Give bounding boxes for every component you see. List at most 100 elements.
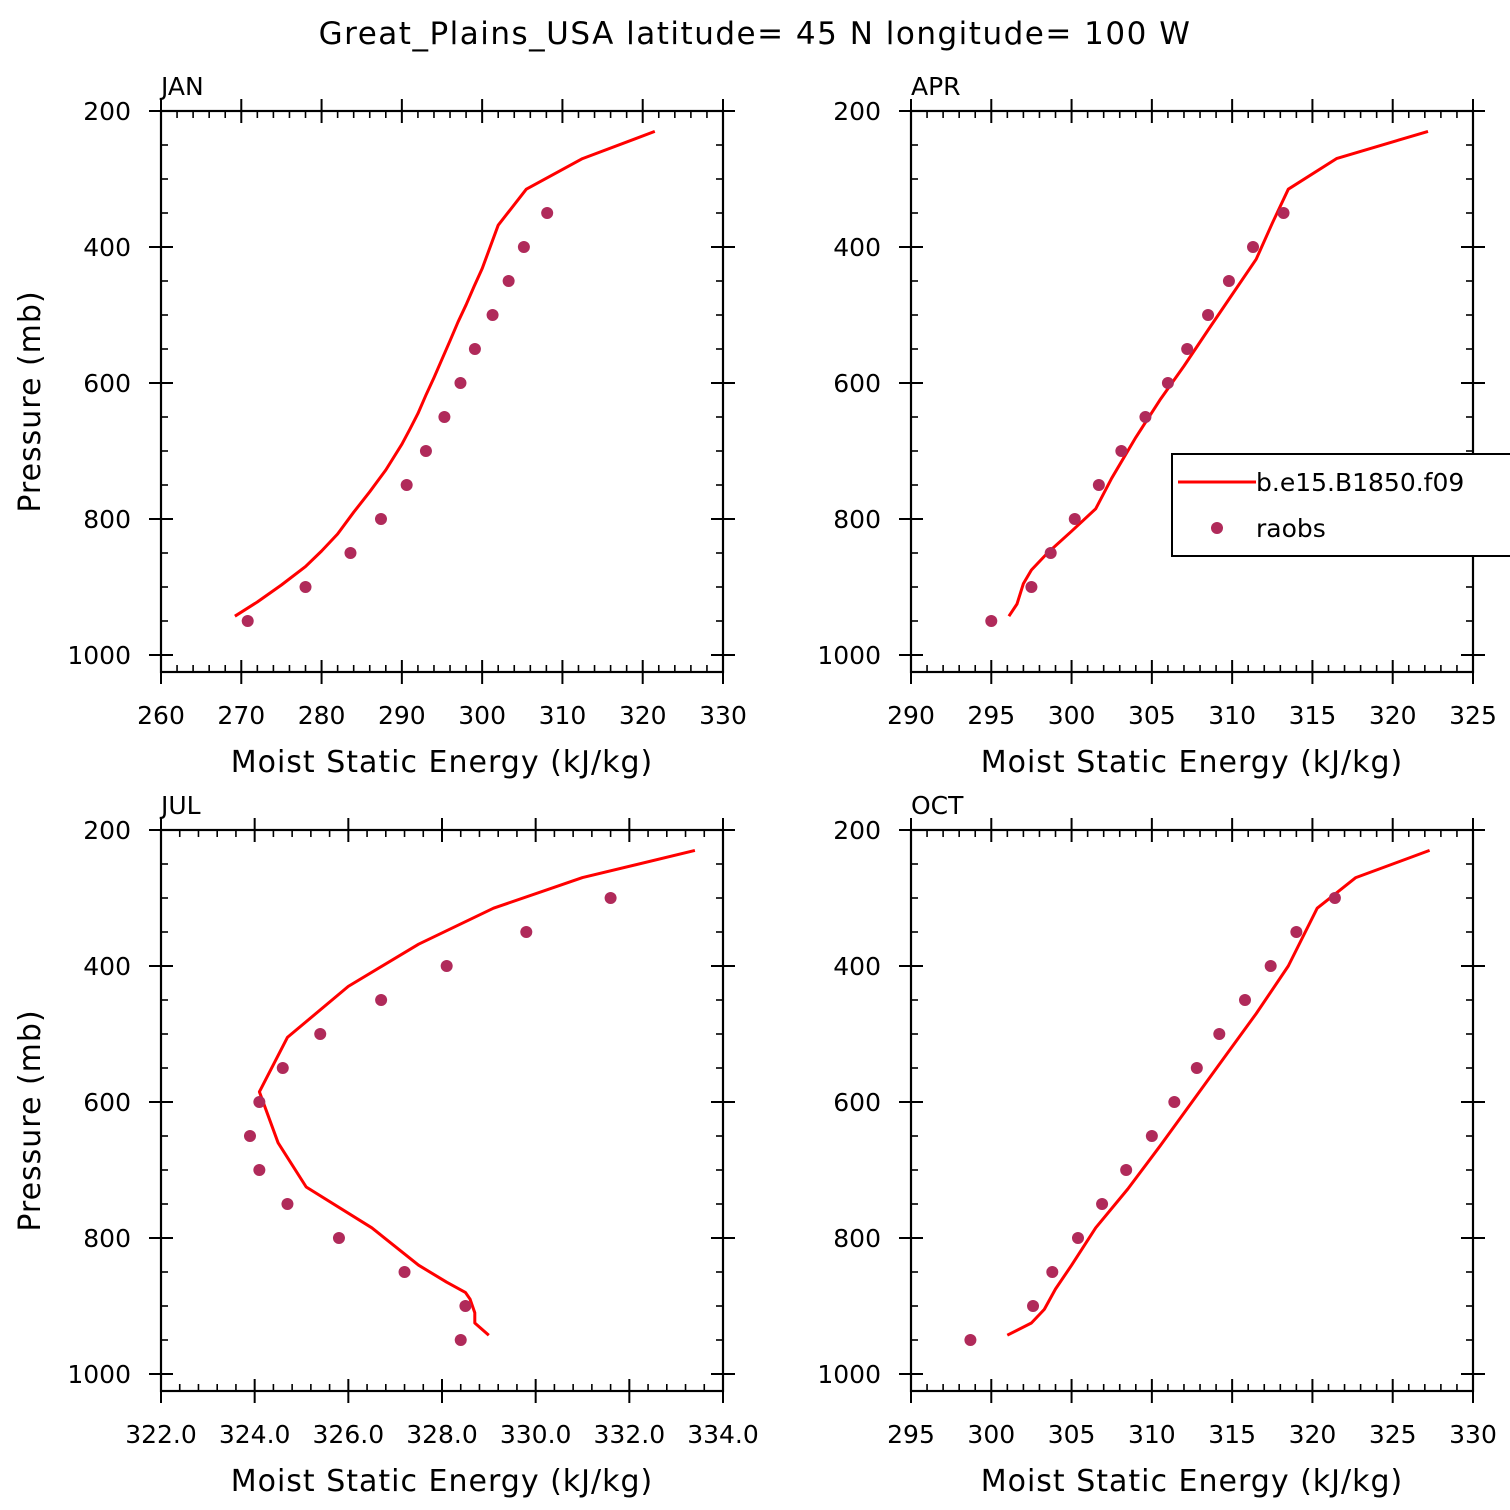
raobs-point [374,513,387,525]
model-line [234,129,656,618]
y-tick-label: 200 [833,97,881,126]
panel-title: JAN [159,72,204,101]
raobs-point [332,1232,345,1244]
raobs-point [604,892,617,904]
x-tick-label: 322.0 [125,1420,197,1449]
x-tick-label: 325 [1449,701,1497,730]
y-axis-label: Pressure (mb) [13,1009,48,1231]
x-tick-label: 332.0 [594,1420,666,1449]
raobs-point [1181,343,1194,355]
x-axis-label: Moist Static Energy (kJ/kg) [981,745,1404,780]
x-tick-label: 310 [1128,1420,1176,1449]
raobs-point [375,994,388,1006]
raobs-point [454,1334,467,1346]
x-tick-label: 328.0 [406,1420,478,1449]
x-tick-label: 270 [217,701,265,730]
x-tick-label: 326.0 [313,1420,385,1449]
y-tick-label: 400 [83,233,131,262]
y-tick-label: 600 [83,1088,131,1117]
x-tick-label: 280 [298,701,346,730]
raobs-point [419,445,432,457]
raobs-point [1213,1028,1226,1040]
x-axis-label: Moist Static Energy (kJ/kg) [231,1464,654,1499]
y-tick-label: 1000 [67,641,131,670]
y-tick-label: 1000 [817,1360,881,1389]
raobs-point [1071,1232,1084,1244]
raobs-point [241,615,254,627]
raobs-point [459,1300,472,1312]
raobs-point [541,207,554,219]
raobs-point [1264,960,1277,972]
raobs-point [1145,1130,1158,1142]
raobs-point [1202,309,1215,321]
raobs-point [1277,207,1290,219]
raobs-point [1115,445,1128,457]
x-tick-label: 300 [458,701,506,730]
y-tick-label: 800 [83,505,131,534]
raobs-point [344,547,357,559]
raobs-point [1139,411,1152,423]
raobs-point [1092,479,1105,491]
raobs-point [253,1096,266,1108]
figure-title: Great_Plains_USA latitude= 45 N longitud… [319,16,1192,52]
x-tick-label: 330 [1449,1420,1497,1449]
panel-apr: APR 200 400 600 800 1000 290 295 300 305 310 315 320… [817,72,1496,780]
x-axis-label: Moist Static Energy (kJ/kg) [981,1464,1404,1499]
model-line [257,848,696,1337]
raobs-point [440,960,453,972]
panel-title: APR [911,72,961,101]
model-line [1006,848,1431,1337]
raobs-point [1096,1198,1109,1210]
raobs-point [517,241,530,253]
x-tick-label: 324.0 [219,1420,291,1449]
x-tick-label: 334.0 [687,1420,759,1449]
panel-title: JUL [159,791,201,820]
raobs-point [1190,1062,1203,1074]
raobs-point [1161,377,1174,389]
y-tick-label: 800 [833,505,881,534]
legend-box [1171,453,1510,557]
y-tick-label: 200 [83,97,131,126]
legend-marker-swatch [1211,522,1223,534]
raobs-point [253,1164,266,1176]
x-tick-label: 300 [1048,701,1096,730]
x-tick-label: 290 [887,701,935,730]
raobs-point [243,1130,256,1142]
y-tick-label: 800 [833,1224,881,1253]
y-tick-label: 600 [83,369,131,398]
x-tick-label: 295 [967,701,1015,730]
raobs-point [1025,581,1038,593]
raobs-point [985,615,998,627]
plot-frame [159,828,725,1393]
x-tick-label: 330 [699,701,747,730]
y-axis-label: Pressure (mb) [13,290,48,512]
raobs-point [1238,994,1251,1006]
legend-label-raobs: raobs [1256,514,1326,543]
x-tick-label: 305 [1048,1420,1096,1449]
raobs-point [1120,1164,1133,1176]
raobs-point [520,926,533,938]
x-tick-label: 325 [1369,1420,1417,1449]
x-tick-label: 305 [1128,701,1176,730]
x-tick-label: 315 [1208,1420,1256,1449]
y-tick-label: 600 [833,369,881,398]
x-tick-label: 300 [967,1420,1015,1449]
x-tick-label: 320 [619,701,667,730]
x-tick-label: 330.0 [500,1420,572,1449]
x-axis-label: Moist Static Energy (kJ/kg) [231,745,654,780]
y-tick-label: 400 [833,952,881,981]
y-tick-label: 600 [833,1088,881,1117]
legend-label-model: b.e15.B1850.f09 [1256,468,1464,497]
raobs-point [438,411,451,423]
y-tick-label: 800 [83,1224,131,1253]
raobs-point [314,1028,327,1040]
plot-frame [909,109,1475,674]
x-tick-label: 315 [1289,701,1337,730]
y-tick-label: 400 [83,952,131,981]
raobs-point [400,479,413,491]
x-tick-label: 320 [1289,1420,1337,1449]
legend: b.e15.B1850.f09 raobs [1171,453,1510,557]
panel-oct: OCT 200 400 600 800 1000 295 300 305 310 315 320 325… [817,791,1496,1499]
y-tick-label: 1000 [817,641,881,670]
